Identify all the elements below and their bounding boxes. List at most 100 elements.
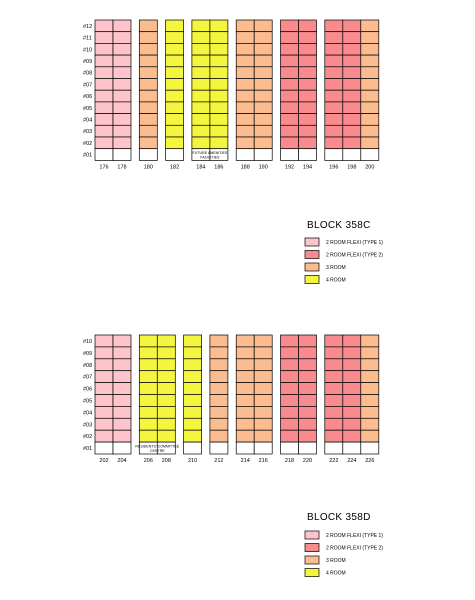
level-label: #07 [83, 82, 92, 88]
unit-cell [191, 31, 211, 44]
level-label: #06 [83, 94, 92, 100]
unit-number: 198 [347, 164, 356, 170]
unit-cell [280, 370, 299, 383]
unit-column-202: 202 [94, 334, 114, 464]
unit-cell [94, 358, 114, 372]
unit-column-182: 182 [165, 19, 184, 170]
unit-column-216: 216 [253, 334, 273, 464]
unit-cell [298, 429, 317, 443]
unit-cell [112, 417, 132, 431]
unit-cell [324, 19, 344, 33]
unit-cell [112, 78, 132, 91]
unit-number: 188 [241, 164, 250, 170]
unit-cell [298, 113, 317, 126]
unit-cell [209, 382, 229, 395]
unit-number: 226 [365, 458, 374, 464]
ground-floor-cell [138, 148, 158, 161]
unit-cell [280, 417, 299, 431]
unit-number: 216 [259, 458, 268, 464]
unit-cell [191, 66, 211, 79]
unit-cell [94, 89, 114, 103]
level-label: #09 [83, 351, 92, 357]
unit-cell [112, 370, 132, 383]
level-label: #03 [83, 422, 92, 428]
unit-cell [360, 429, 380, 443]
level-label: #08 [83, 71, 92, 77]
unit-cell [298, 101, 317, 114]
unit-cell [324, 382, 344, 395]
unit-cell [235, 66, 255, 79]
ground-floor-cell [183, 441, 202, 455]
unit-cell [253, 124, 273, 138]
unit-cell [324, 43, 344, 56]
unit-cell [235, 394, 255, 407]
ground-floor-cell [112, 441, 132, 455]
unit-cell [165, 136, 184, 150]
unit-cell [342, 31, 362, 44]
unit-cell [138, 136, 158, 150]
unit-cell [235, 334, 255, 348]
unit-column-214: 214 [235, 334, 255, 464]
ground-floor-cell [94, 441, 114, 455]
ground-floor-annotation: FACILITIES [200, 155, 220, 159]
unit-cell [94, 370, 114, 383]
unit-cell [112, 19, 132, 33]
level-label: #10 [83, 47, 92, 53]
unit-cell [342, 19, 362, 33]
unit-cell [183, 417, 202, 431]
unit-cell [183, 429, 202, 443]
unit-cell [94, 113, 114, 126]
ground-floor-cell [112, 148, 132, 161]
unit-cell [298, 406, 317, 419]
level-label: #12 [83, 24, 92, 30]
unit-cell [209, 66, 229, 79]
unit-cell [324, 346, 344, 360]
ground-floor-cell [209, 441, 229, 455]
unit-cell [253, 66, 273, 79]
unit-cell [324, 124, 344, 138]
block-title: BLOCK 358D [307, 512, 371, 523]
unit-cell [280, 382, 299, 395]
unit-cell [280, 66, 299, 79]
unit-cell [280, 334, 299, 348]
unit-cell [342, 334, 362, 348]
unit-cell [165, 124, 184, 138]
unit-cell [112, 136, 132, 150]
unit-cell [342, 89, 362, 103]
ground-floor-cell [342, 148, 362, 161]
unit-cell [235, 429, 255, 443]
unit-cell [298, 78, 317, 91]
unit-cell [94, 43, 114, 56]
unit-cell [298, 19, 317, 33]
unit-cell [112, 124, 132, 138]
unit-column-192: 192 [280, 19, 299, 170]
unit-cell [235, 136, 255, 150]
unit-cell [360, 394, 380, 407]
unit-cell [94, 394, 114, 407]
unit-number: 184 [196, 164, 205, 170]
unit-column-208: 208 [156, 334, 176, 464]
unit-cell [156, 346, 176, 360]
legend: 2 ROOM FLEXI (TYPE 1) 2 ROOM FLEXI (TYPE … [304, 237, 383, 284]
unit-cell [280, 358, 299, 372]
unit-cell [298, 382, 317, 395]
unit-cell [342, 429, 362, 443]
unit-cell [209, 113, 229, 126]
unit-cell [342, 54, 362, 68]
legend-label: 4 ROOM [326, 571, 346, 577]
unit-cell [253, 358, 273, 372]
unit-cell [94, 406, 114, 419]
unit-cell [253, 43, 273, 56]
level-label: #11 [83, 36, 92, 42]
unit-cell [165, 113, 184, 126]
unit-cell [360, 382, 380, 395]
unit-cell [191, 89, 211, 103]
unit-number: 190 [259, 164, 268, 170]
block-title: BLOCK 358C [307, 220, 371, 231]
unit-cell [112, 43, 132, 56]
unit-cell [138, 346, 158, 360]
unit-cell [324, 358, 344, 372]
unit-cell [156, 429, 176, 443]
ground-floor-cell [280, 441, 299, 455]
unit-column-212: 212 [209, 334, 229, 464]
